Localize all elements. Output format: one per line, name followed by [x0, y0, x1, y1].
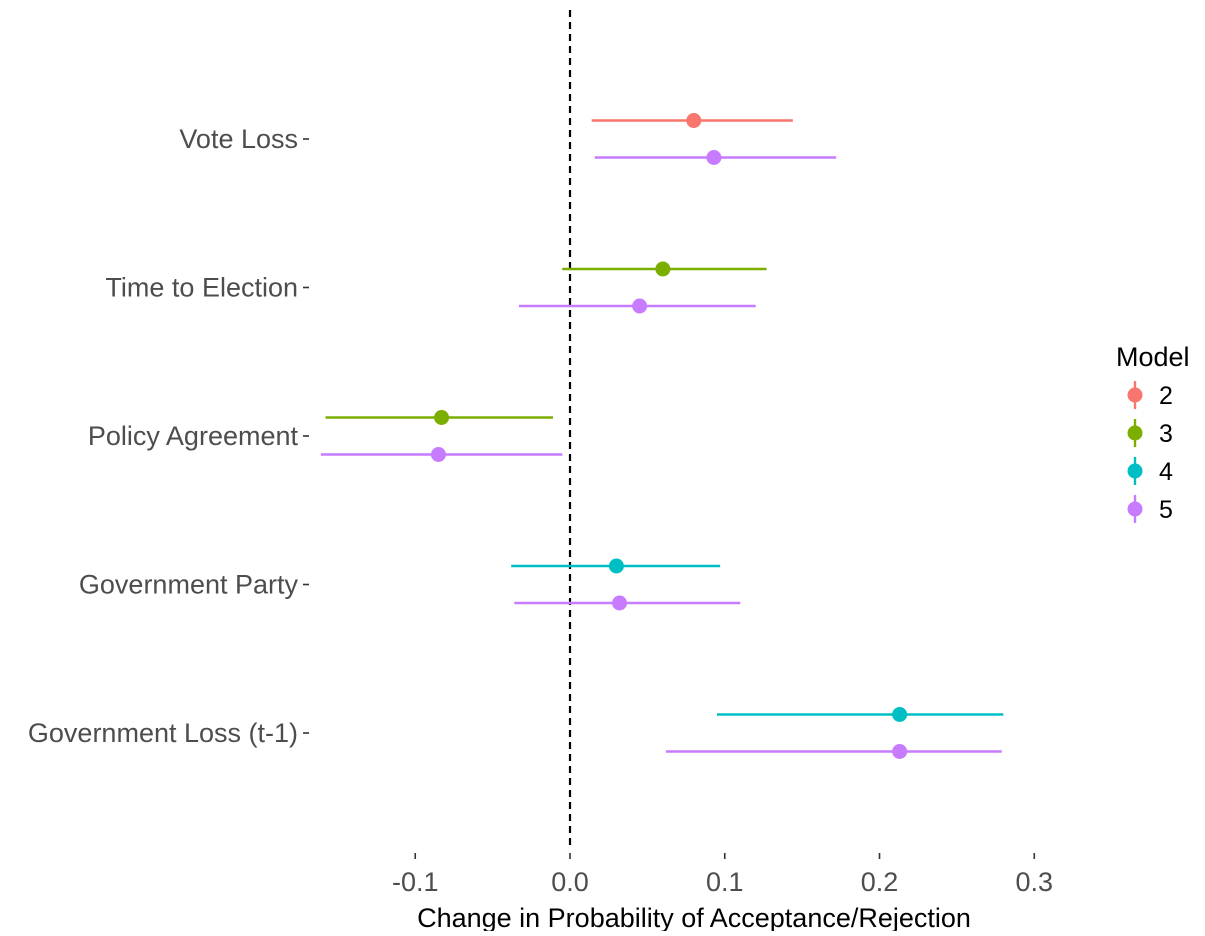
legend-key-dot	[1127, 463, 1143, 479]
point-estimate	[608, 558, 624, 574]
point-estimate	[706, 150, 722, 165]
legend-key-dot	[1127, 501, 1143, 517]
x-tick-label: 0.2	[861, 867, 899, 897]
y-tick-label: Time to Election	[105, 273, 298, 303]
point-estimate	[686, 113, 702, 128]
series-model-2	[591, 113, 793, 128]
x-tick-label: -0.1	[392, 867, 439, 897]
series-model-4	[511, 558, 1004, 722]
legend-label: 5	[1159, 496, 1173, 524]
legend-item: 4	[1127, 457, 1173, 486]
legend-label: 2	[1159, 382, 1173, 410]
point-estimate	[655, 261, 671, 277]
legend-label: 4	[1159, 458, 1173, 486]
legend-label: 3	[1159, 420, 1173, 448]
y-tick-label: Vote Loss	[179, 124, 298, 154]
y-tick-label: Government Party	[79, 570, 299, 600]
series-model-5	[320, 150, 1002, 759]
legend-item: 2	[1127, 381, 1173, 410]
legend-key-dot	[1127, 387, 1143, 403]
x-tick-label: 0.3	[1016, 867, 1054, 897]
x-tick-label: 0.1	[706, 867, 744, 897]
point-estimate	[632, 298, 648, 314]
x-axis-title: Change in Probability of Acceptance/Reje…	[417, 903, 971, 931]
point-estimate	[892, 707, 908, 722]
y-tick-label: Policy Agreement	[88, 421, 299, 451]
x-tick-label: 0.0	[551, 867, 589, 897]
point-estimate	[430, 447, 446, 462]
legend-item: 3	[1127, 419, 1173, 448]
series-model-3	[325, 261, 767, 425]
point-estimate	[434, 410, 450, 425]
y-tick-label: Government Loss (t-1)	[28, 718, 298, 748]
legend-title: Model	[1116, 342, 1190, 372]
legend-item: 5	[1127, 495, 1173, 524]
point-estimate	[612, 595, 628, 611]
point-estimate	[892, 744, 908, 759]
legend-key-dot	[1127, 425, 1143, 441]
legend: Model 2 3 4 5	[1116, 342, 1190, 524]
